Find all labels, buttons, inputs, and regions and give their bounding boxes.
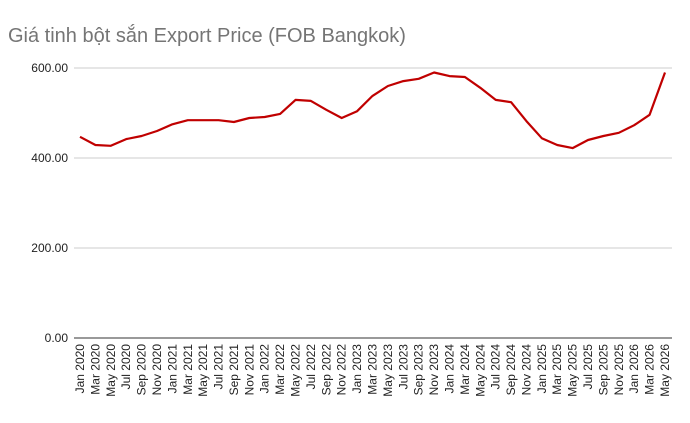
x-tick-label: Nov 2024 — [519, 344, 533, 396]
x-tick-label: Nov 2025 — [612, 344, 626, 396]
x-tick-label: Jan 2022 — [258, 344, 272, 394]
x-tick-label: Jan 2024 — [442, 344, 456, 394]
x-tick-label: Sep 2023 — [412, 344, 426, 396]
x-tick-label: Jan 2025 — [535, 344, 549, 394]
x-tick-label: Mar 2026 — [643, 344, 657, 395]
x-tick-label: Jan 2021 — [165, 344, 179, 394]
x-tick-label: Nov 2022 — [335, 344, 349, 396]
x-tick-label: May 2023 — [381, 344, 395, 397]
chart-title: Giá tinh bột sắn Export Price (FOB Bangk… — [8, 24, 406, 47]
x-tick-label: Nov 2023 — [427, 344, 441, 396]
x-tick-label: Jan 2023 — [350, 344, 364, 394]
x-tick-label: Mar 2023 — [366, 344, 380, 395]
x-tick-label: May 2024 — [473, 344, 487, 397]
x-tick-label: Jul 2021 — [212, 344, 226, 390]
x-tick-label: Sep 2022 — [319, 344, 333, 396]
x-tick-label: Sep 2020 — [135, 344, 149, 396]
data-line — [79, 71, 667, 150]
x-tick-label: May 2020 — [104, 344, 118, 397]
x-tick-label: Jul 2024 — [489, 344, 503, 390]
x-tick-label: Mar 2024 — [458, 344, 472, 395]
x-tick-label: May 2026 — [658, 344, 672, 397]
x-tick-label: Jul 2025 — [581, 344, 595, 390]
y-tick-label: 200.00 — [31, 241, 68, 255]
y-tick-label: 400.00 — [31, 151, 68, 165]
x-tick-label: Mar 2025 — [550, 344, 564, 395]
x-tick-label: Nov 2020 — [150, 344, 164, 396]
x-tick-label: Mar 2020 — [88, 344, 102, 395]
x-tick-label: Mar 2022 — [273, 344, 287, 395]
x-tick-label: Jul 2022 — [304, 344, 318, 390]
x-tick-label: Nov 2021 — [242, 344, 256, 396]
x-tick-label: Jul 2020 — [119, 344, 133, 390]
y-tick-label: 0.00 — [45, 331, 69, 345]
x-tick-label: Mar 2021 — [181, 344, 195, 395]
x-tick-label: Sep 2021 — [227, 344, 241, 396]
x-tick-label: Jan 2026 — [627, 344, 641, 394]
x-tick-label: Sep 2024 — [504, 344, 518, 396]
x-tick-label: Sep 2025 — [596, 344, 610, 396]
x-tick-label: Jul 2023 — [396, 344, 410, 390]
y-tick-label: 600.00 — [31, 61, 68, 75]
x-tick-label: May 2025 — [566, 344, 580, 397]
x-tick-label: May 2021 — [196, 344, 210, 397]
x-tick-label: Jan 2020 — [73, 344, 87, 394]
x-tick-label: May 2022 — [289, 344, 303, 397]
